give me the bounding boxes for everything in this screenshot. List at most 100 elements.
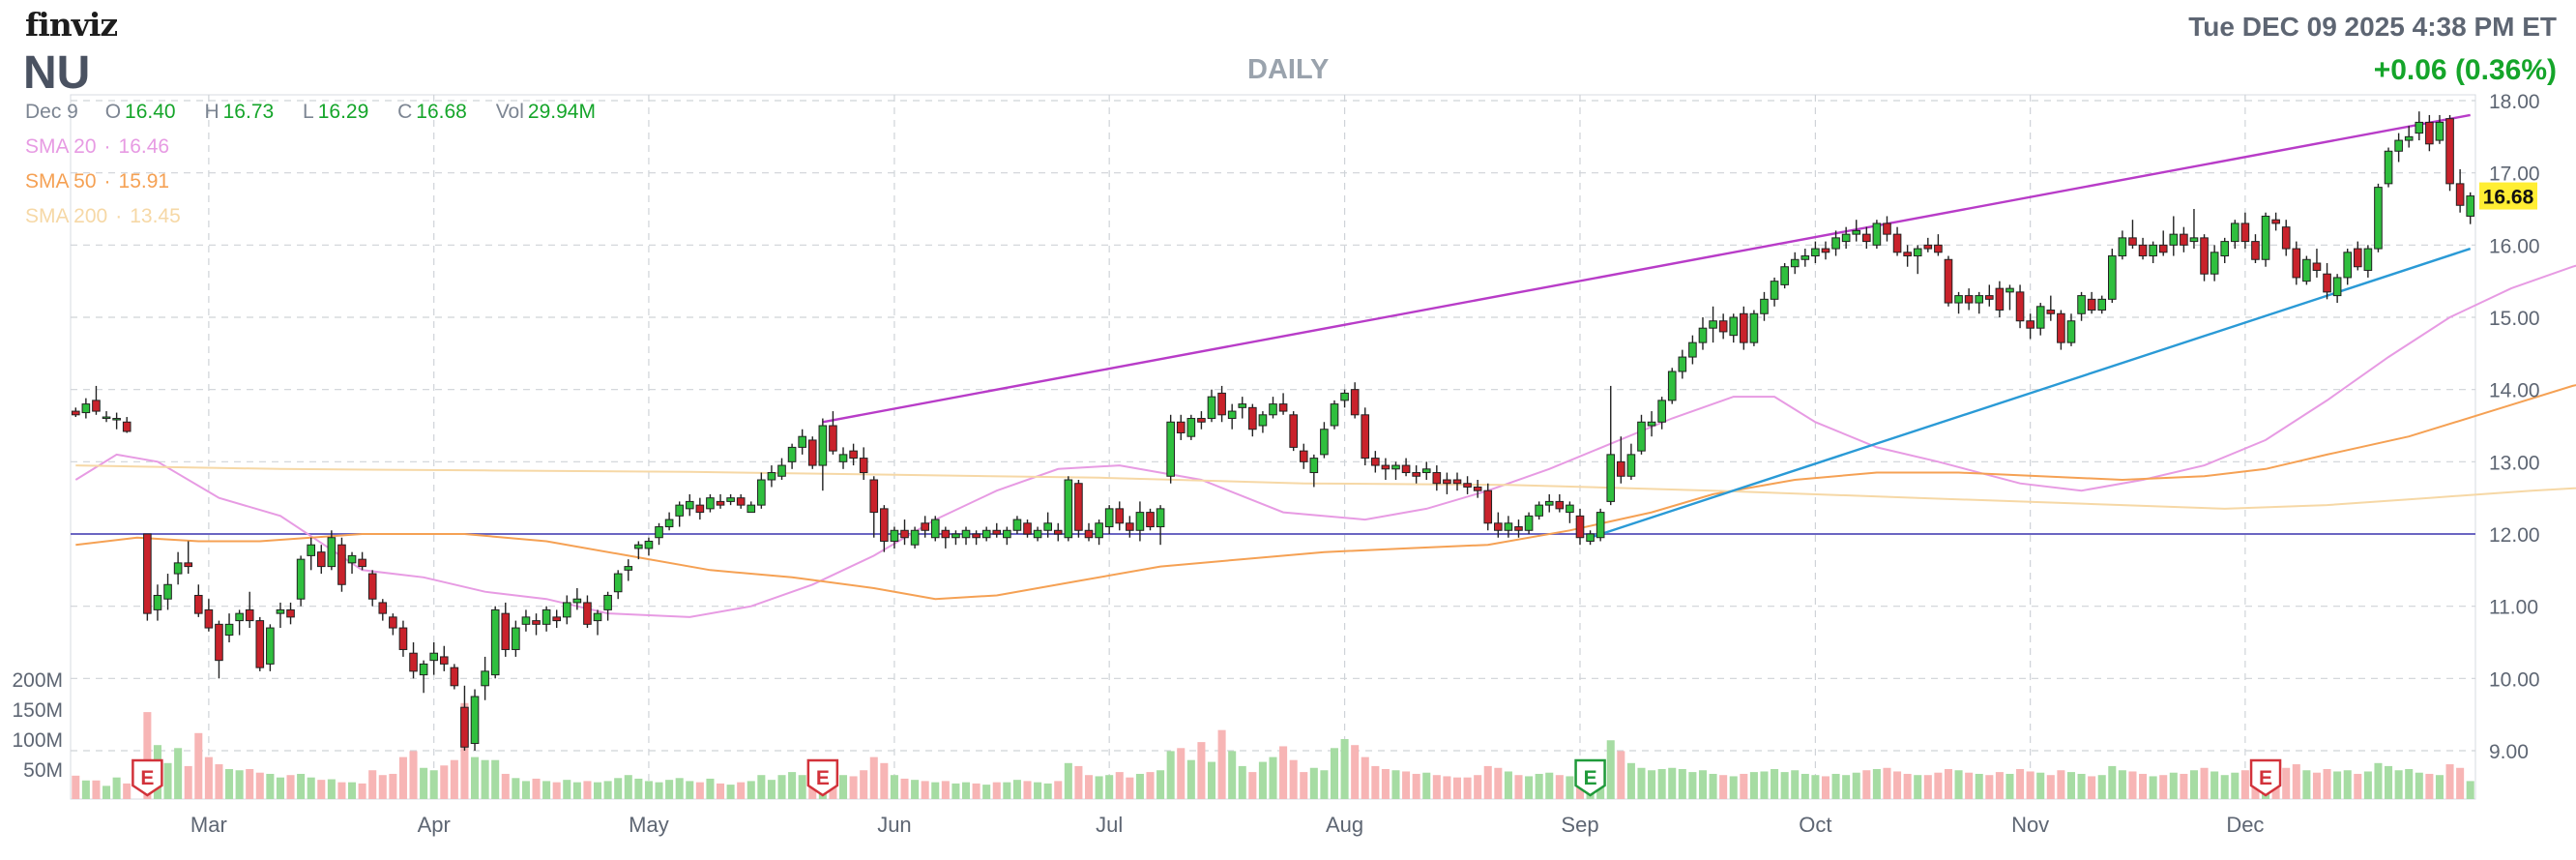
volume-bar [716, 783, 725, 799]
volume-bar [286, 775, 295, 799]
volume-bar [665, 780, 674, 799]
candle-body [1401, 464, 1411, 474]
candle-body [1330, 403, 1339, 427]
volume-bar [1831, 773, 1840, 799]
candle-body [255, 620, 265, 668]
candle-body [1227, 410, 1237, 420]
sma-value: 13.45 [130, 205, 181, 227]
candle-body [1095, 522, 1103, 539]
volume-bar [2005, 773, 2014, 799]
candle-body [143, 533, 152, 614]
volume-bar [1135, 773, 1144, 799]
volume-bar [552, 782, 561, 799]
volume-bar [204, 756, 213, 799]
candle-body [2169, 233, 2179, 246]
candle-body [2158, 244, 2168, 253]
candle-body [276, 608, 285, 614]
volume-bar [1914, 775, 1922, 799]
candle-body [921, 522, 929, 531]
volume-bar [982, 785, 991, 799]
ohlc-date: Dec 9 [25, 101, 78, 123]
candle-body [2374, 187, 2383, 250]
candle-body [1821, 248, 1830, 253]
sma50-legend[interactable]: SMA 50 · 15.91 [25, 170, 170, 193]
ticker-symbol[interactable]: NU [23, 47, 91, 99]
volume-bar [2363, 771, 2372, 799]
candle-body [389, 616, 397, 629]
candle-body [378, 602, 388, 614]
volume-bar [737, 782, 746, 799]
volume-bar [1361, 756, 1369, 799]
datetime-label: Tue DEC 09 2025 4:38 PM ET [2188, 12, 2557, 42]
candle-body [112, 418, 121, 421]
candle-body [941, 529, 951, 539]
candle-body [2046, 310, 2056, 314]
volume-bar [1402, 771, 1411, 799]
candle-body [2220, 241, 2230, 257]
candle-body [409, 652, 418, 672]
volume-bar [1719, 775, 1728, 799]
open-value: 16.40 [125, 101, 176, 123]
volume-bar [378, 775, 387, 799]
candle-body [153, 594, 162, 610]
candle-body [1555, 500, 1565, 510]
volume-bar [1474, 775, 1482, 799]
volume-bar [409, 751, 418, 799]
candle-body [1872, 222, 1882, 246]
candle-body [1667, 371, 1677, 401]
sma20-legend[interactable]: SMA 20 · 16.46 [25, 135, 170, 158]
candle-body [961, 529, 971, 539]
volume-bar [1320, 770, 1329, 799]
candle-body [1892, 233, 1902, 253]
timeframe-label[interactable]: DAILY [1247, 54, 1330, 85]
candle-body [1197, 418, 1206, 423]
volume-bar [1626, 762, 1635, 799]
candle-body [184, 562, 193, 568]
volume-tick-label: 200M [12, 669, 63, 692]
candle-body [490, 608, 500, 676]
volume-bar [2425, 773, 2434, 799]
candle-body [849, 450, 858, 460]
candle-body [1432, 472, 1442, 485]
volume-bar [297, 773, 306, 799]
candle-body [1299, 450, 1308, 462]
candle-body [829, 425, 837, 452]
candle-body [2005, 287, 2014, 293]
candle-body [122, 421, 132, 432]
candle-body [1361, 414, 1370, 460]
candle-body [1483, 489, 1493, 524]
volume-bar [1872, 769, 1881, 799]
y-tick-label: 12.00 [2489, 524, 2540, 547]
volume-bar [1197, 742, 1206, 799]
volume-bar [2343, 770, 2352, 799]
volume-bar [2210, 771, 2219, 799]
candle-body [2466, 195, 2475, 217]
candle-body [2251, 241, 2260, 260]
x-tick-label: Oct [1799, 813, 1831, 837]
candle-body [1186, 418, 1196, 437]
candle-body [583, 602, 592, 625]
candle-body [1217, 392, 1226, 416]
candle-body [890, 529, 899, 542]
x-tick-label: Jul [1096, 813, 1123, 837]
volume-bar [583, 781, 592, 799]
candle-body [2180, 233, 2188, 246]
sma200-legend[interactable]: SMA 200 · 13.45 [25, 205, 181, 227]
volume-bar [2231, 772, 2239, 799]
candle-body [163, 583, 172, 600]
candle-body [266, 627, 275, 665]
candle-body [880, 508, 889, 542]
volume-bar [255, 772, 264, 799]
finviz-logo[interactable]: finviz [25, 6, 118, 44]
candle-body [481, 670, 489, 687]
candle-body [613, 573, 623, 593]
candle-body [1043, 522, 1052, 531]
volume-bar [2077, 773, 2086, 799]
volume-bar [327, 779, 336, 799]
y-tick-label: 13.00 [2489, 452, 2540, 474]
volume-bar [2149, 776, 2157, 799]
sma-value: 15.91 [118, 170, 170, 193]
candle-body [1156, 508, 1165, 528]
volume-bar [1269, 756, 1277, 799]
candle-body [624, 566, 633, 571]
